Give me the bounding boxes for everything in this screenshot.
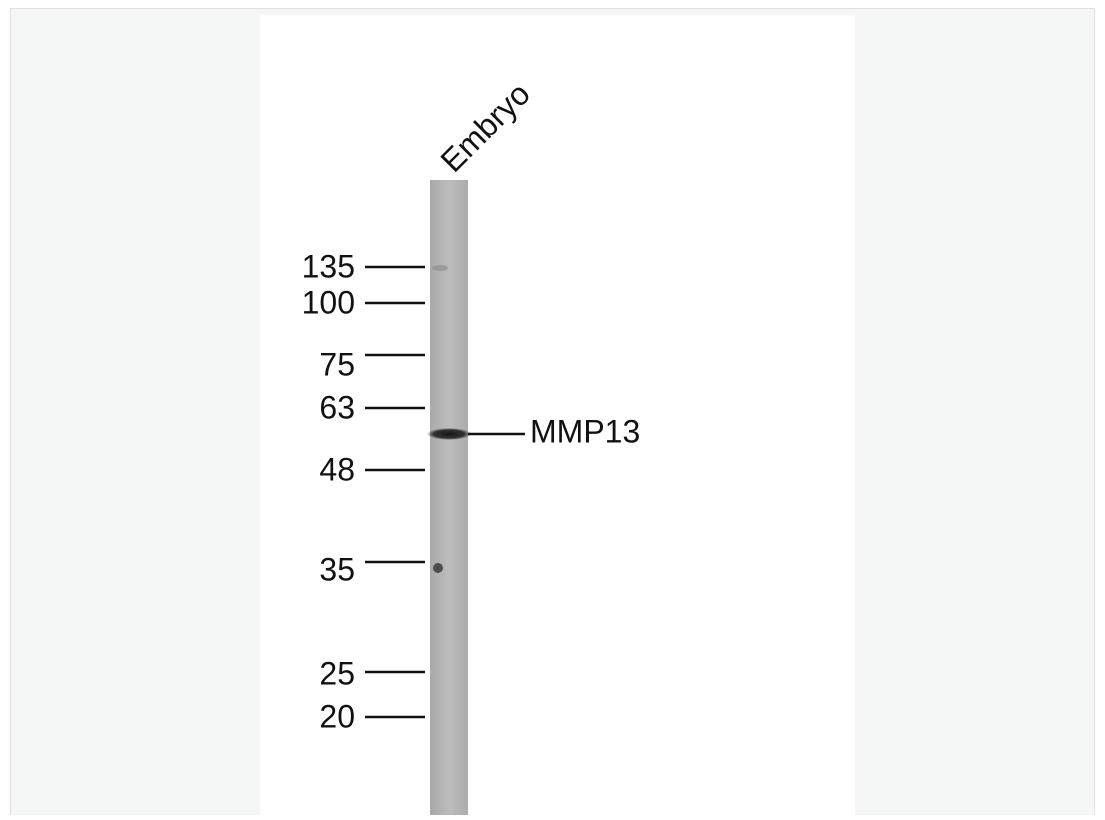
marker-label: 25	[319, 655, 355, 691]
marker-label: 35	[319, 551, 355, 587]
band	[427, 428, 471, 440]
marker-label: 48	[319, 451, 355, 487]
marker-label: 100	[302, 284, 355, 320]
lane	[430, 180, 468, 815]
marker-label: 135	[302, 248, 355, 284]
marker-label: 75	[319, 346, 355, 382]
marker-label: 63	[319, 389, 355, 425]
marker-label: 20	[319, 698, 355, 734]
screenshot: Embryo MMP13 135100756348352520	[0, 0, 1105, 815]
spot	[433, 563, 443, 573]
faint-band	[432, 265, 448, 271]
band-label: MMP13	[530, 413, 640, 449]
